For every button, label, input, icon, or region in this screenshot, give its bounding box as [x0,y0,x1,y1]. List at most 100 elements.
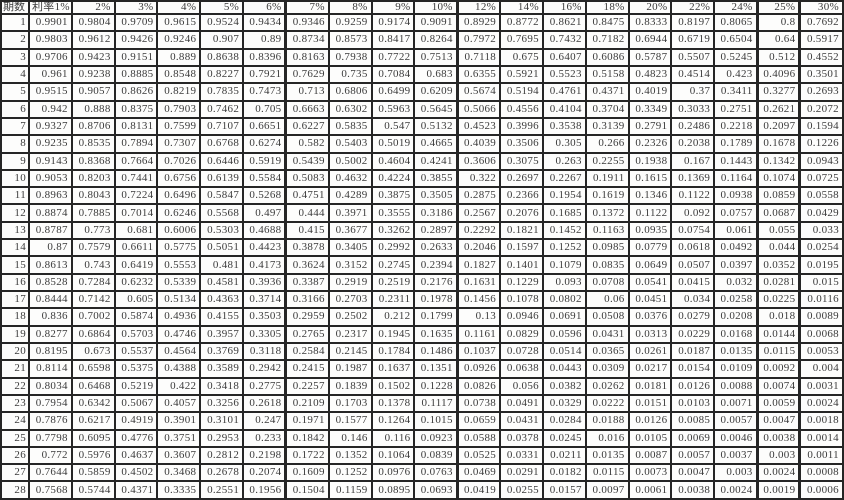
pvif-value-cell: 0.0281 [756,272,802,293]
pvif-value-cell: 0.0525 [456,445,502,466]
pvif-value-cell: 0.0738 [456,393,502,414]
pvif-value-cell: 0.0006 [798,480,844,500]
pvif-value-cell: 0.0985 [584,238,630,258]
pvif-value-cell: 0.0728 [499,341,544,362]
pvif-value-cell: 0.6086 [584,47,630,67]
pvif-value-cell: 0.0779 [627,238,673,258]
pvif-value-cell: 0.2292 [456,220,502,241]
pvif-value-cell: 0.3971 [327,203,373,223]
pvif-value-cell: 0.0187 [670,341,716,362]
pvif-value-cell: 0.6768 [199,134,245,154]
pvif-value-cell: 0.6806 [327,82,373,102]
pvif-value-cell: 0.1122 [627,203,673,223]
pvif-value-cell: 0.1839 [327,376,373,396]
pvif-value-cell: 0.3704 [584,99,630,119]
pvif-value-cell: 0.0135 [584,445,630,466]
pvif-value-cell: 0.0103 [670,393,716,414]
pvif-value-cell: 0.6232 [113,272,159,293]
pvif-value-cell: 0.1346 [627,186,673,206]
pvif-value-cell: 0.6139 [199,168,245,189]
pvif-value-cell: 0.4552 [798,47,844,67]
pvif-value-cell: 0.0757 [713,203,759,223]
pvif-value-cell: 0.1978 [413,289,459,310]
pvif-value-cell: 0.8065 [713,12,759,33]
pvif-value-cell: 0.1163 [584,220,630,241]
pvif-value-cell: 0.5976 [70,445,116,466]
pvif-value-cell: 0.5134 [156,289,202,310]
pvif-value-cell: 0.8772 [499,12,544,33]
pvif-value-cell: 0.4523 [456,116,502,137]
pvif-value-cell: 0.0491 [499,393,544,414]
pvif-value-cell: 0.1821 [499,220,544,241]
pvif-value-cell: 0.055 [756,220,802,241]
table-row: 6 0.942 0.888 0.8375 0.7903 0.7462 0.705 0.6663… [0,99,844,119]
pvif-value-cell: 0.5403 [327,134,373,154]
pvif-value-cell: 0.9327 [28,116,73,137]
rate-column-header: 2% [70,0,116,15]
table-row: 15 0.8613 0.743 0.6419 0.5553 0.481 0.4173 0.36… [0,255,844,275]
pvif-value-cell: 0.7568 [28,480,73,500]
pvif-value-cell: 0.423 [713,64,759,85]
pvif-value-cell: 0.1159 [327,480,373,500]
pvif-value-cell: 0.7224 [113,186,159,206]
pvif-value-cell: 0.003 [756,445,802,466]
pvif-value-cell: 0.8613 [28,255,73,275]
pvif-value-cell: 0.0926 [456,359,502,379]
pvif-value-cell: 0.605 [113,289,159,310]
pvif-value-cell: 0.4289 [327,186,373,206]
pvif-value-cell: 0.2109 [284,393,330,414]
pvif-value-cell: 0.1631 [456,272,502,293]
pvif-value-cell: 0.0935 [627,220,673,241]
pvif-value-cell: 0.0659 [456,411,502,431]
pvif-value-cell: 0.4104 [541,99,587,119]
pvif-value-cell: 0.9238 [70,64,116,85]
pvif-value-cell: 0.0943 [798,151,844,171]
pvif-value-cell: 0.5523 [541,64,587,85]
pvif-value-cell: 0.1486 [413,341,459,362]
pvif-value-cell: 0.0151 [627,393,673,414]
table-row: 10 0.9053 0.8203 0.7441 0.6756 0.6139 0.5584 0.… [0,168,844,189]
pvif-value-cell: 0.1597 [499,238,544,258]
rate-column-header: 8% [327,0,373,15]
pvif-value-cell: 0.1164 [713,168,759,189]
pvif-value-cell: 0.8375 [113,99,159,119]
pvif-value-cell: 0.9706 [28,47,73,67]
pvif-value-cell: 0.2486 [670,116,716,137]
rate-column-header: 7% [284,0,330,15]
pvif-value-cell: 0.1685 [541,203,587,223]
pvif-value-cell: 0.0895 [370,480,416,500]
pvif-value-cell: 0.3262 [370,220,416,241]
pvif-value-cell: 0.1079 [541,255,587,275]
pvif-value-cell: 0.907 [199,30,245,50]
pvif-value-cell: 0.3503 [242,307,288,327]
pvif-value-cell: 0.9804 [70,12,116,33]
pvif-value-cell: 0.0115 [584,463,630,483]
pvif-value-cell: 0.2897 [413,220,459,241]
table-row: 7 0.9327 0.8706 0.8131 0.7599 0.7107 0.6651 0.6… [0,116,844,137]
pvif-value-cell: 0.8528 [28,272,73,293]
table-row: 11 0.8963 0.8043 0.7224 0.6496 0.5847 0.5268 0.… [0,186,844,206]
pvif-value-cell: 0.4096 [756,64,802,85]
pvif-value-cell: 0.3118 [242,341,288,362]
pvif-value-cell: 0.3996 [499,116,544,137]
pvif-value-cell: 0.5963 [370,99,416,119]
pvif-value-cell: 0.2046 [456,238,502,258]
pvif-value-cell: 0.0088 [713,376,759,396]
table-row: 18 0.836 0.7002 0.5874 0.4936 0.4155 0.3503 0.2… [0,307,844,327]
rate-column-header: 24% [713,0,759,15]
pvif-value-cell: 0.0061 [627,480,673,500]
pvif-value-cell: 0.0047 [756,411,802,431]
pvif-value-cell: 0.3506 [499,134,544,154]
period-cell: 26 [0,445,30,466]
table-row: 14 0.87 0.7579 0.6611 0.5775 0.5051 0.4423 0.38… [0,238,844,258]
pvif-value-cell: 0.6302 [327,99,373,119]
pvif-value-cell: 0.1799 [413,307,459,327]
pvif-value-cell: 0.233 [242,428,288,448]
pvif-value-cell: 0.89 [242,30,288,50]
pvif-value-cell: 0.7142 [70,289,116,310]
pvif-value-cell: 0.4556 [499,99,544,119]
pvif-value-cell: 0.8626 [113,82,159,102]
pvif-value-cell: 0.4823 [627,64,673,85]
pvif-value-cell: 0.305 [541,134,587,154]
pvif-value-cell: 0.0754 [670,220,716,241]
